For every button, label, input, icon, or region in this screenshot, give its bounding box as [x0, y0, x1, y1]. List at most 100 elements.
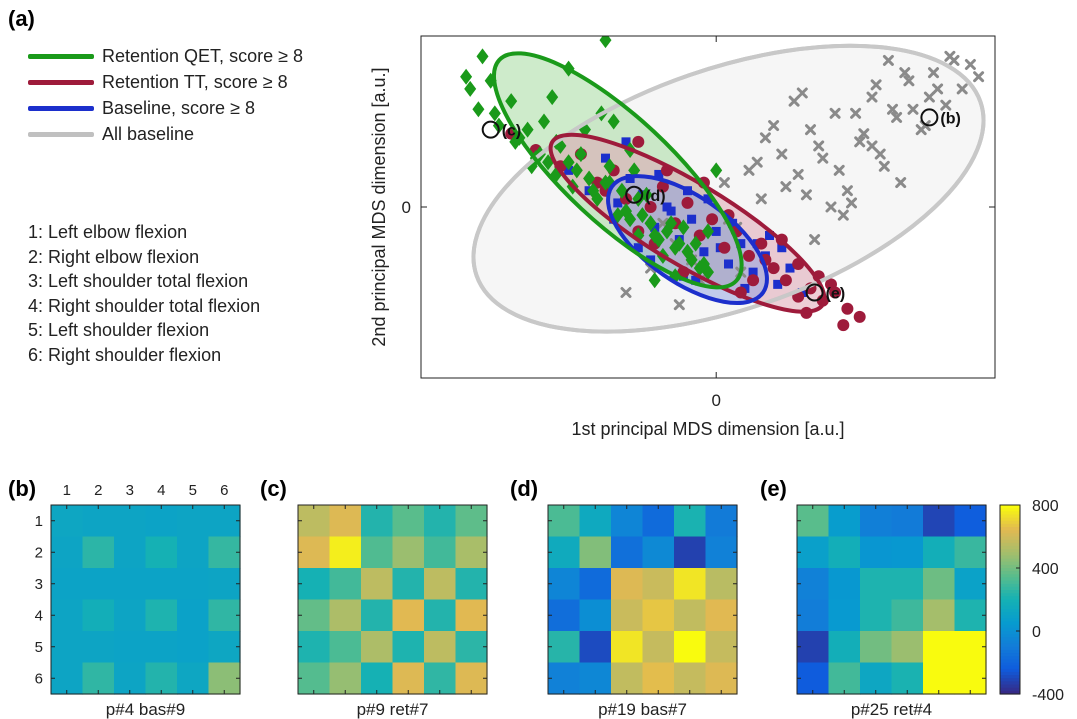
heatmap-caption: p#4 bas#9	[106, 700, 185, 719]
heatmap-cell	[860, 568, 893, 601]
highlight-label: (e)	[826, 286, 846, 303]
data-point-retention-qet	[636, 207, 649, 224]
heatmap-cell	[82, 599, 115, 632]
colorbar-swatch	[1000, 640, 1020, 645]
joint-label: 4: Right shoulder total flexion	[28, 295, 261, 316]
heatmap-cell	[114, 599, 147, 632]
data-point-baseline	[736, 239, 746, 249]
heatmap-cell	[548, 662, 581, 695]
colorbar-swatch	[1000, 505, 1020, 509]
heatmap-cell	[208, 599, 241, 632]
data-point-retention-qet	[640, 186, 653, 203]
heatmap-row-label: 3	[35, 576, 43, 593]
data-point-retention-qet	[677, 219, 690, 236]
heatmap-cell	[82, 505, 115, 538]
data-point-all-baseline	[817, 152, 829, 164]
heatmap-cell	[797, 505, 830, 538]
heatmap-cell	[954, 505, 987, 538]
heatmap-cell	[548, 568, 581, 601]
heatmap-cell	[329, 662, 362, 695]
heatmap-cell	[455, 599, 488, 632]
colorbar-swatch	[1000, 659, 1020, 664]
data-point-all-baseline	[800, 189, 812, 201]
data-point-retention-tt	[656, 180, 669, 193]
data-point-all-baseline	[874, 148, 886, 160]
colorbar-swatch	[1000, 608, 1020, 613]
heatmap-cell	[208, 536, 241, 569]
heatmap-cell	[329, 631, 362, 664]
heatmap-cell	[642, 631, 675, 664]
colorbar-swatch	[1000, 684, 1020, 689]
colorbar-swatch	[1000, 523, 1020, 528]
colorbar-swatch	[1000, 552, 1020, 556]
data-point-all-baseline	[940, 99, 952, 111]
panel-label-c: (c)	[260, 476, 287, 501]
colorbar-swatch	[1000, 665, 1020, 670]
heatmap-cell	[923, 599, 956, 632]
heatmap-frame	[297, 504, 488, 695]
colorbar-swatch	[1000, 527, 1020, 531]
data-point-all-baseline	[878, 160, 890, 172]
heatmap-cell	[579, 631, 612, 664]
data-point-all-baseline	[768, 120, 780, 132]
colorbar-swatch	[1000, 545, 1020, 550]
heatmap-cell	[611, 662, 644, 695]
data-point-retention-qet	[587, 182, 600, 199]
heatmap-cell	[424, 631, 457, 664]
highlight-ring	[625, 185, 644, 204]
heatmap-cell	[392, 631, 425, 664]
heatmap-cell	[579, 536, 612, 569]
heatmap-cell	[298, 631, 331, 664]
heatmap-cell	[642, 505, 675, 538]
highlight-ring	[805, 283, 824, 302]
panel-label-d: (d)	[510, 476, 538, 501]
colorbar-swatch	[1000, 583, 1020, 588]
data-point-baseline	[777, 243, 787, 253]
data-point-all-baseline	[833, 164, 845, 176]
heatmap-panel: p#25 ret#4	[796, 504, 987, 719]
legend-swatch-qet	[28, 53, 94, 59]
heatmap-cell	[954, 536, 987, 569]
heatmap-cell	[954, 568, 987, 601]
highlight-label: (d)	[645, 188, 665, 205]
data-point-baseline	[666, 206, 676, 216]
heatmap-cell	[705, 599, 738, 632]
heatmap-cell	[145, 505, 178, 538]
heatmap-cell	[674, 568, 707, 601]
data-point-retention-qet	[710, 162, 723, 179]
data-point-baseline	[601, 153, 610, 163]
panel-label-e: (e)	[760, 476, 787, 501]
data-point-retention-qet	[607, 113, 620, 130]
data-point-all-baseline	[751, 156, 763, 168]
data-point-retention-qet	[702, 223, 714, 240]
heatmap-cell	[208, 505, 241, 538]
data-point-baseline	[748, 267, 758, 277]
legend-label-tt: Retention TT, score ≥ 8	[102, 71, 288, 92]
heatmap-cell	[455, 631, 488, 664]
heatmap-column-label: 6	[220, 482, 228, 499]
legend-label-all: All baseline	[102, 123, 195, 144]
heatmap-cell	[923, 568, 956, 601]
heatmap-cell	[82, 568, 115, 601]
data-point-retention-tt	[718, 241, 731, 254]
joint-label: 6: Right shoulder flexion	[28, 344, 222, 365]
joint-label: 5: Left shoulder flexion	[28, 320, 210, 340]
heatmap-column-label: 2	[94, 482, 102, 499]
heatmap-cell	[828, 568, 861, 601]
heatmap-cell	[674, 662, 707, 695]
heatmap-row-label: 5	[35, 639, 43, 656]
heatmap-row-label: 2	[35, 544, 43, 561]
heatmap-cell	[298, 505, 331, 538]
data-point-all-baseline	[964, 59, 976, 70]
colorbar-swatch	[1000, 653, 1020, 657]
data-point-retention-qet	[583, 170, 596, 187]
data-point-retention-qet	[460, 68, 473, 85]
mds-scatter-plot: (b) (c) (d) (e) 0 0 1st principal MDS dimensio…	[369, 35, 996, 439]
colorbar-swatch	[1000, 561, 1020, 566]
colorbar-swatch	[1000, 649, 1020, 654]
heatmap-column-label: 4	[157, 482, 165, 499]
ellipse-outline-qet	[491, 51, 744, 290]
data-point-baseline	[633, 243, 643, 253]
data-point-retention-tt	[837, 319, 850, 332]
colorbar-tick-label: 800	[1032, 498, 1059, 515]
